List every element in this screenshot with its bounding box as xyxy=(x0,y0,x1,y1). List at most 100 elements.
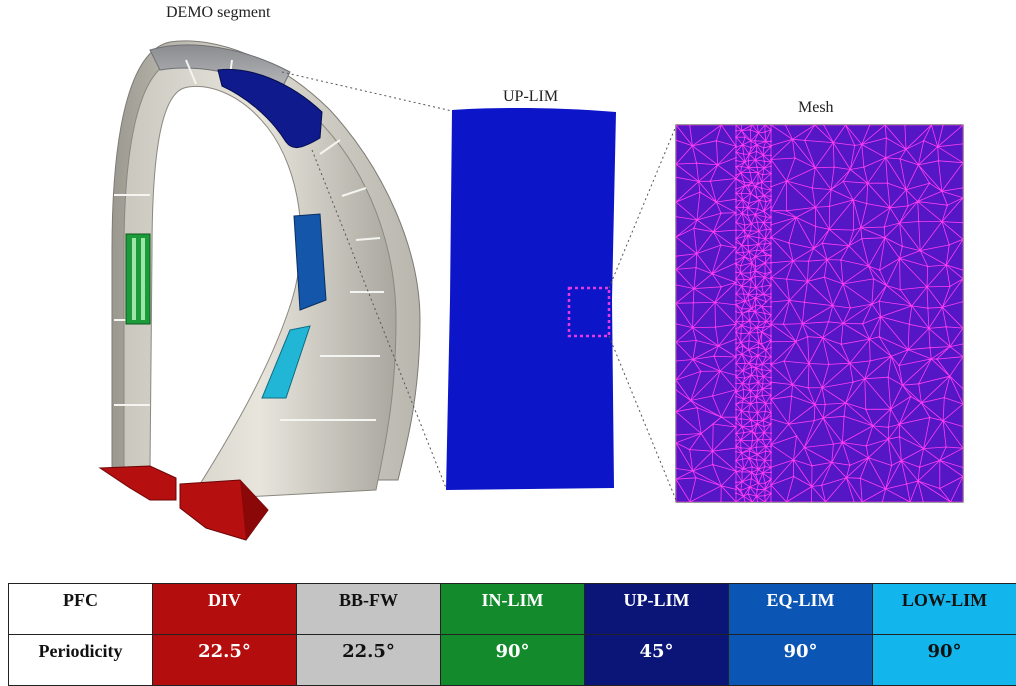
mesh-node xyxy=(735,466,737,468)
mesh-node xyxy=(675,201,677,203)
mesh-node xyxy=(762,383,764,385)
mesh-node xyxy=(756,454,758,456)
mesh-node xyxy=(770,459,772,461)
mesh-node xyxy=(899,158,901,160)
mesh-node xyxy=(764,482,766,484)
mesh-node xyxy=(735,403,737,405)
mesh-node xyxy=(717,164,719,166)
mesh-node xyxy=(675,341,677,343)
mesh-node xyxy=(749,450,751,452)
mesh-node xyxy=(747,235,749,237)
mesh-node xyxy=(962,447,964,449)
mesh-node xyxy=(735,492,737,494)
mesh-node xyxy=(758,199,760,201)
mesh-node xyxy=(770,501,772,503)
mesh-node xyxy=(770,180,772,182)
mesh-node xyxy=(735,222,737,224)
mesh-node xyxy=(770,347,772,349)
mesh-node xyxy=(698,181,700,183)
mesh-node xyxy=(744,300,746,302)
mesh-node xyxy=(763,327,765,329)
mesh-node xyxy=(923,140,925,142)
mesh-node xyxy=(770,394,772,396)
mesh-node xyxy=(770,255,772,257)
mesh-node xyxy=(764,262,766,264)
mesh-node xyxy=(748,411,750,413)
mesh-node xyxy=(740,418,742,420)
mesh-node xyxy=(763,160,765,162)
figure-canvas xyxy=(0,0,1016,560)
mesh-node xyxy=(754,276,756,278)
mesh-node xyxy=(735,328,737,330)
mesh-node xyxy=(867,457,869,459)
mesh-node xyxy=(743,398,745,400)
mesh-node xyxy=(764,489,766,491)
mesh-node xyxy=(945,326,947,328)
mesh-node xyxy=(770,466,772,468)
mesh-node xyxy=(899,423,901,425)
mesh-node xyxy=(755,396,757,398)
mesh-node xyxy=(743,182,745,184)
mesh-node xyxy=(770,195,772,197)
mesh-node xyxy=(770,124,772,126)
mesh-node xyxy=(849,169,851,171)
mesh-node xyxy=(749,486,751,488)
mesh-node xyxy=(751,366,753,368)
mesh-node xyxy=(754,159,756,161)
mesh-node xyxy=(770,484,772,486)
mesh-node xyxy=(765,349,767,351)
mesh-node xyxy=(735,447,737,449)
mesh-node xyxy=(824,404,826,406)
mesh-node xyxy=(869,360,871,362)
mesh-node xyxy=(962,403,964,405)
mesh-node xyxy=(962,278,964,280)
mesh-node xyxy=(750,230,752,232)
mesh-node xyxy=(770,377,772,379)
mesh-node xyxy=(675,216,677,218)
mesh-node xyxy=(735,321,737,323)
mesh-node xyxy=(770,224,772,226)
mesh-node xyxy=(822,417,824,419)
mesh-node xyxy=(758,243,760,245)
mesh-node xyxy=(962,343,964,345)
mesh-node xyxy=(757,346,759,348)
mesh-node xyxy=(757,132,759,134)
mesh-node xyxy=(794,157,796,159)
mesh-node xyxy=(764,238,766,240)
mesh-node xyxy=(696,407,698,409)
mesh-node xyxy=(735,342,737,344)
mesh-node xyxy=(749,129,751,131)
mesh-node xyxy=(750,419,752,421)
mesh-node xyxy=(770,432,772,434)
mesh-node xyxy=(748,167,750,169)
mesh-node xyxy=(735,278,737,280)
pfc-table: PFC DIV BB-FW IN-LIM UP-LIM EQ-LIM LOW-L… xyxy=(8,583,1016,686)
mesh-node xyxy=(871,303,873,305)
mesh-node xyxy=(764,273,766,275)
mesh-node xyxy=(744,377,746,379)
mesh-label: Mesh xyxy=(798,99,834,117)
mesh-node xyxy=(921,402,923,404)
mesh-node xyxy=(743,206,745,208)
mesh-node xyxy=(842,442,844,444)
mesh-node xyxy=(735,376,737,378)
mesh-node xyxy=(905,189,907,191)
mesh-node xyxy=(750,478,752,480)
mesh-view xyxy=(675,124,964,503)
up-lim-panel xyxy=(446,108,616,490)
mesh-node xyxy=(750,272,752,274)
mesh-node xyxy=(770,478,772,480)
mesh-node xyxy=(751,430,753,432)
mesh-node xyxy=(845,124,847,126)
mesh-node xyxy=(866,203,868,205)
mesh-node xyxy=(770,293,772,295)
mesh-node xyxy=(887,438,889,440)
mesh-node xyxy=(742,382,744,384)
mesh-node xyxy=(751,182,753,184)
mesh-node xyxy=(765,254,767,256)
mesh-node xyxy=(720,124,722,126)
mesh-node xyxy=(742,389,744,391)
mesh-node xyxy=(770,145,772,147)
mesh-node xyxy=(675,236,677,238)
mesh-node xyxy=(783,323,785,325)
